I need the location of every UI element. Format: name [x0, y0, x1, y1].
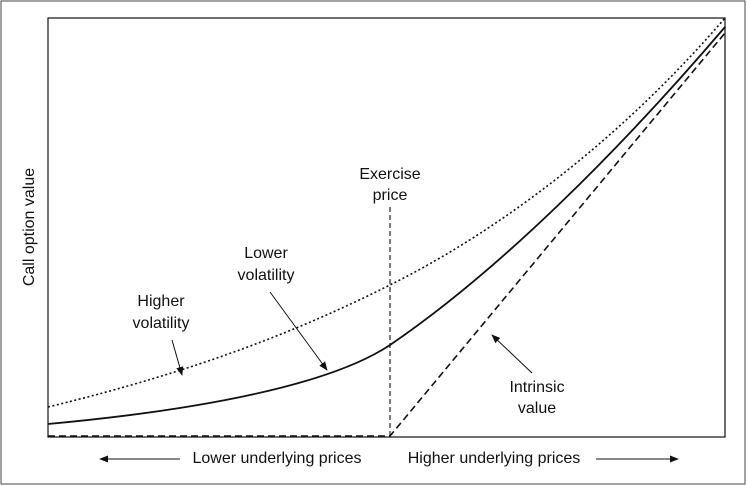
lower-volatility-curve: [47, 26, 726, 425]
y-axis-label: Call option value: [21, 168, 38, 286]
intrinsic-label: Intrinsic: [509, 379, 564, 396]
higher-volatility-curve: [47, 17, 726, 408]
x-axis-right-label: Higher underlying prices: [408, 450, 581, 467]
intrinsic-value-line: [48, 32, 726, 437]
exercise-label: price: [373, 187, 408, 204]
x-axis-left-label: Lower underlying prices: [193, 450, 362, 467]
higher-vol-label: volatility: [133, 315, 190, 332]
higher-vol-label: Higher: [137, 293, 185, 310]
exercise-label: Exercise: [359, 166, 420, 183]
higher-vol-arrow: [171, 339, 184, 376]
intrinsic-label: value: [518, 400, 556, 417]
lower-vol-label: Lower: [244, 245, 288, 262]
lower-vol-arrow: [269, 291, 328, 371]
plot-frame: [47, 17, 726, 438]
intrinsic-arrow: [491, 334, 533, 374]
lower-vol-label: volatility: [238, 267, 295, 284]
